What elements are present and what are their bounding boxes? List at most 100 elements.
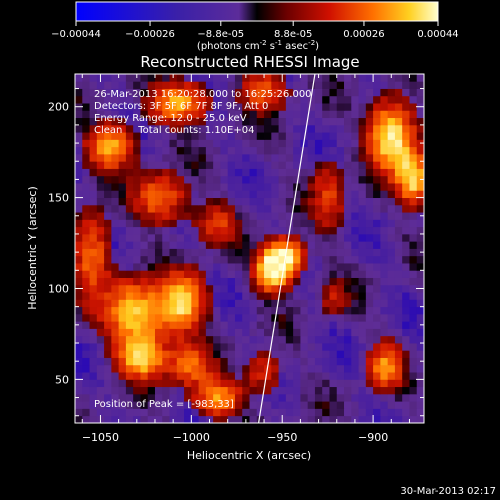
heatmap-cell <box>140 299 149 308</box>
heatmap-cell <box>104 197 112 206</box>
heatmap-cell <box>89 277 98 286</box>
heatmap-cell <box>89 117 98 126</box>
heatmap-cell <box>220 270 229 278</box>
heatmap-cell <box>344 248 352 257</box>
heatmap-cell <box>133 328 141 337</box>
heatmap-cell <box>402 212 410 220</box>
heatmap-cell <box>118 386 127 395</box>
heatmap-cell <box>344 204 352 213</box>
heatmap-cell <box>314 379 323 388</box>
x-tick-label: −1050 <box>82 431 119 444</box>
heatmap-cell <box>104 284 112 293</box>
heatmap-cell <box>314 175 323 184</box>
heatmap-cell <box>75 292 83 300</box>
heatmap-cell <box>344 197 352 206</box>
heatmap-cell <box>271 379 279 388</box>
heatmap-cell <box>314 313 323 322</box>
heatmap-cell <box>394 386 403 395</box>
heatmap-cell <box>365 197 374 206</box>
heatmap-cell <box>140 321 149 329</box>
heatmap-cell <box>198 175 207 184</box>
heatmap-cell <box>118 197 127 206</box>
heatmap-cell <box>365 350 374 358</box>
heatmap-cell <box>394 408 403 417</box>
heatmap-cell <box>154 168 163 177</box>
heatmap-cell <box>409 248 418 257</box>
heatmap-cell <box>234 175 243 184</box>
heatmap-cell <box>307 190 316 199</box>
heatmap-cell <box>191 379 200 388</box>
heatmap-cell <box>336 350 345 358</box>
heatmap-cell <box>82 313 90 322</box>
heatmap-cell <box>154 270 163 278</box>
heatmap-cell <box>394 175 403 184</box>
heatmap-cell <box>205 313 214 322</box>
heatmap-cell <box>387 255 396 264</box>
heatmap-cell <box>176 408 185 417</box>
heatmap-cell <box>118 350 127 358</box>
heatmap-cell <box>271 74 279 82</box>
heatmap-cell <box>285 204 294 213</box>
heatmap-cell <box>336 292 345 300</box>
heatmap-cell <box>220 212 229 220</box>
heatmap-cell <box>387 212 396 220</box>
heatmap-cell <box>344 372 352 380</box>
heatmap-cell <box>154 139 163 148</box>
heatmap-cell <box>307 364 316 373</box>
heatmap-cell <box>96 197 105 206</box>
heatmap-cell <box>351 372 359 380</box>
heatmap-cell <box>322 132 330 140</box>
heatmap-cell <box>409 255 418 264</box>
heatmap-cell <box>191 197 200 206</box>
heatmap-cell <box>82 161 90 169</box>
heatmap-cell <box>140 379 149 388</box>
heatmap-cell <box>213 95 221 104</box>
heatmap-cell <box>387 139 396 148</box>
heatmap-cell <box>140 212 149 220</box>
heatmap-cell <box>242 190 250 199</box>
heatmap-cell <box>191 357 200 366</box>
heatmap-cell <box>314 357 323 366</box>
heatmap-cell <box>111 117 120 126</box>
heatmap-cell <box>256 364 265 373</box>
heatmap-cell <box>96 292 105 300</box>
heatmap-cell <box>358 153 367 162</box>
heatmap-cell <box>307 161 316 169</box>
heatmap-cell <box>198 284 207 293</box>
heatmap-cell <box>329 372 338 380</box>
heatmap-cell <box>322 226 330 235</box>
heatmap-cell <box>75 233 83 242</box>
heatmap-cell <box>191 132 200 140</box>
heatmap-cell <box>104 306 112 315</box>
heatmap-cell <box>336 153 345 162</box>
heatmap-cell <box>96 313 105 322</box>
heatmap-cell <box>249 241 258 249</box>
heatmap-cell <box>416 350 424 358</box>
heatmap-cell <box>271 277 279 286</box>
heatmap-cell <box>278 386 287 395</box>
heatmap-cell <box>191 226 200 235</box>
heatmap-cell <box>118 110 127 119</box>
heatmap-cell <box>307 350 316 358</box>
heatmap-cell <box>140 386 149 395</box>
heatmap-cell <box>96 263 105 271</box>
heatmap-cell <box>264 233 272 242</box>
heatmap-cell <box>264 343 272 351</box>
heatmap-cell <box>351 153 359 162</box>
heatmap-cell <box>118 233 127 242</box>
heatmap-cell <box>140 233 149 242</box>
heatmap-cell <box>140 372 149 380</box>
heatmap-cell <box>271 408 279 417</box>
heatmap-cell <box>198 364 207 373</box>
heatmap-cell <box>416 328 424 337</box>
heatmap-cell <box>140 248 149 257</box>
heatmap-cell <box>278 197 287 206</box>
heatmap-cell <box>176 168 185 177</box>
heatmap-cell <box>300 146 309 155</box>
heatmap-cell <box>402 175 410 184</box>
heatmap-cell <box>234 299 243 308</box>
heatmap-cell <box>307 372 316 380</box>
heatmap-cell <box>293 386 301 395</box>
heatmap-cell <box>227 415 236 423</box>
